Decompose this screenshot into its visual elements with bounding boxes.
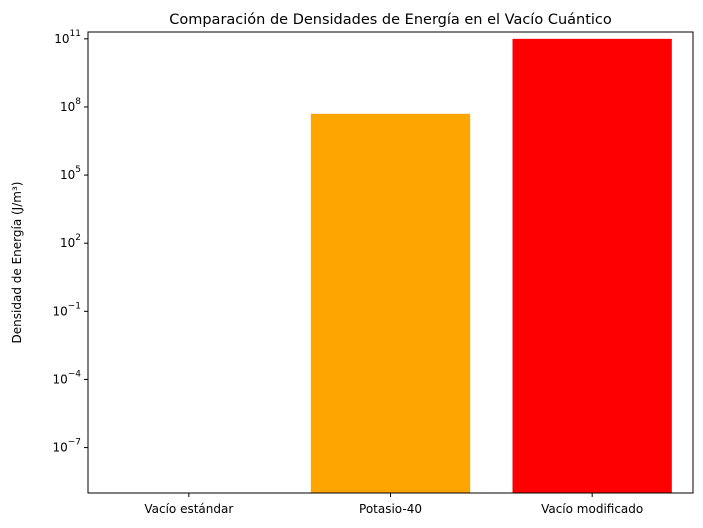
y-tick-label: 102 [60,233,81,250]
y-tick-label: 10−1 [52,301,81,318]
x-tick-label: Vacío estándar [144,502,233,516]
bar-3 [512,38,672,494]
bar-2 [310,113,471,493]
x-tick-label: Potasio-40 [359,502,422,516]
y-tick-label: 1011 [54,29,81,46]
y-axis-label: Densidad de Energía (J/m³) [10,182,24,344]
y-tick-label: 105 [60,165,81,182]
plot-frame [87,31,694,494]
y-tick-label: 10−7 [52,438,81,455]
y-tick-label: 10−4 [52,369,81,386]
chart-title: Comparación de Densidades de Energía en … [169,12,612,28]
x-tick-label: Vacío modificado [541,502,643,516]
y-axis: 10−7 10−4 10−1 102 105 108 1011 [52,29,88,455]
x-axis: Vacío estándar Potasio-40 Vacío modificado [144,493,643,516]
y-tick-label: 108 [60,97,81,114]
bars [310,38,672,494]
